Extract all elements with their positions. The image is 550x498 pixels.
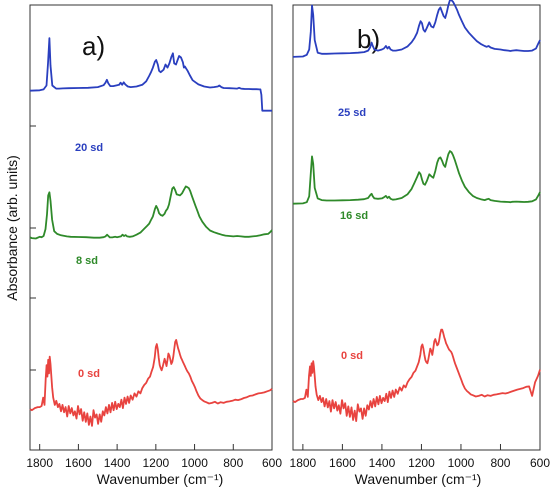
series-label: 0 sd [341,350,363,362]
series-label: 20 sd [75,142,103,154]
series-label: 25 sd [338,107,366,119]
x-tick-label: 600 [530,456,550,470]
x-tick-label: 1800 [290,456,317,470]
panel-label: b) [357,24,380,54]
x-tick-label: 1400 [104,456,131,470]
x-axis-title: Wavenumber (cm⁻¹) [355,471,482,487]
x-tick-label: 600 [262,456,282,470]
series-label: 8 sd [76,255,98,267]
panel-label: a) [82,31,105,61]
series-label: 0 sd [78,368,100,380]
spectrum-line [292,328,541,423]
series-label: 16 sd [340,210,368,222]
x-tick-label: 1000 [181,456,208,470]
x-axis-title: Wavenumber (cm⁻¹) [97,471,224,487]
x-tick-label: 1200 [142,456,169,470]
x-tick-label: 1800 [26,456,53,470]
x-tick-label: 800 [223,456,243,470]
x-tick-label: 1600 [65,456,92,470]
x-tick-label: 1600 [329,456,356,470]
x-tick-label: 800 [490,456,510,470]
y-axis-title: Absorbance (arb. units) [4,155,20,301]
x-tick-label: 1400 [369,456,396,470]
spectrum-line [29,37,272,112]
spectrum-line [29,338,273,427]
x-tick-label: 1200 [408,456,435,470]
panel-frame [292,4,541,451]
spectrum-line [292,150,541,205]
spectrum-line [292,0,541,58]
x-tick-label: 1000 [448,456,475,470]
spectrum-line [29,185,273,240]
